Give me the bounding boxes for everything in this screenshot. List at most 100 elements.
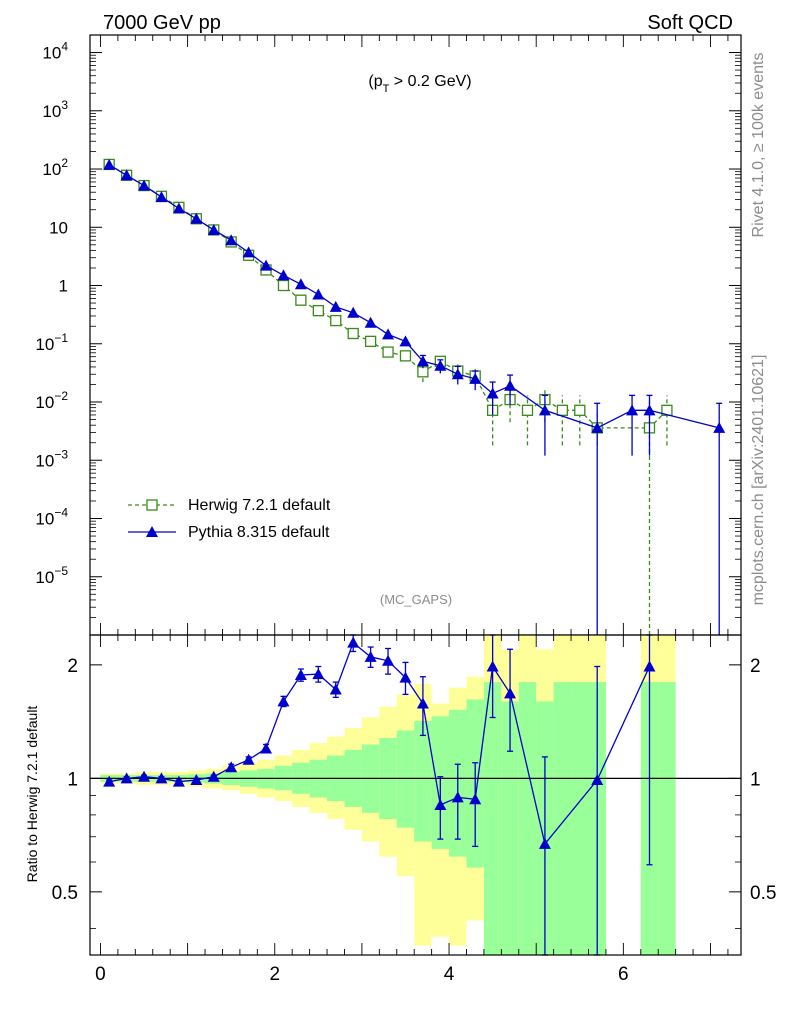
pythia-point xyxy=(103,158,116,170)
ratio-frame xyxy=(89,634,742,956)
ratio-band-inner xyxy=(518,682,537,955)
herwig-point xyxy=(295,294,307,306)
x-tick-label: 6 xyxy=(618,964,629,985)
ratio-pythia-point xyxy=(469,793,482,805)
ratio-y-tick-label-left: 2 xyxy=(67,656,78,677)
pythia-point xyxy=(469,372,482,384)
ratio-pythia-point xyxy=(486,660,499,672)
herwig-point xyxy=(312,305,324,317)
x-tick-label: 0 xyxy=(95,964,106,985)
ratio-band-inner xyxy=(483,682,502,955)
pythia-point xyxy=(138,179,151,191)
herwig-point xyxy=(556,404,568,416)
ratio-plot: 0.5 0.5 1 1 2 2 0 2 4 6 Ratio to Herwig 7.2.1 def… xyxy=(24,634,776,985)
ratio-y-tick-label-right: 2 xyxy=(750,656,761,677)
ratio-pythia-point xyxy=(399,671,412,683)
ratio-pythia-point xyxy=(103,775,116,787)
ratio-pythia-point xyxy=(138,770,151,782)
ratio-band-inner xyxy=(396,730,415,828)
ratio-pythia-point xyxy=(504,687,517,699)
herwig-point xyxy=(399,350,412,362)
side-label-bottom: mcplots.cern.ch [arXiv:2401.10621] xyxy=(750,355,767,606)
side-label-top: Rivet 4.1.0, ≥ 100k events xyxy=(750,53,767,238)
herwig-point xyxy=(521,404,534,416)
ratio-pythia-point xyxy=(120,772,133,784)
pythia-point xyxy=(434,359,447,371)
ratio-y-tick-label-left: 1 xyxy=(67,769,78,790)
ratio-pythia-point xyxy=(434,798,447,810)
pythia-point xyxy=(155,191,168,203)
pythia-point xyxy=(504,379,517,391)
ratio-band-inner xyxy=(553,682,572,955)
herwig-point xyxy=(574,404,586,416)
cut-annotation: (pT > 0.2 GeV) xyxy=(368,73,471,95)
ratio-pythia-point xyxy=(190,773,203,785)
pythia-point xyxy=(416,355,429,367)
legend-pythia-marker xyxy=(146,526,158,537)
ratio-band-inner xyxy=(571,682,589,955)
pythia-point xyxy=(451,368,464,380)
ratio-band-inner xyxy=(658,682,676,955)
legend-herwig-label: Herwig 7.2.1 default xyxy=(188,497,331,514)
ratio-band-inner xyxy=(414,720,432,842)
pythia-point xyxy=(242,246,255,258)
main-y-tick-exponent: −5 xyxy=(54,564,68,578)
ratio-pythia-point xyxy=(347,636,360,648)
pythia-point xyxy=(538,404,551,416)
pythia-point xyxy=(294,278,307,290)
pythia-point xyxy=(260,259,273,271)
legend-herwig-marker xyxy=(146,499,158,511)
ratio-pythia-point xyxy=(172,775,185,787)
ratio-y-label: Ratio to Herwig 7.2.1 default xyxy=(24,706,40,883)
pythia-point xyxy=(399,335,412,347)
main-y-tick-exponent: 4 xyxy=(61,40,68,54)
main-y-tick-exponent: −3 xyxy=(54,447,68,461)
ratio-pythia-point xyxy=(364,650,377,662)
ratio-pythia-point xyxy=(277,695,290,707)
main-y-tick-exponent: −2 xyxy=(54,389,68,403)
ratio-y-tick-label-left: 0.5 xyxy=(52,883,78,904)
legend: Herwig 7.2.1 default Pythia 8.315 defaul… xyxy=(128,497,331,541)
pythia-point xyxy=(347,306,360,318)
x-tick-label: 4 xyxy=(444,964,455,985)
ratio-pythia-point xyxy=(242,753,255,765)
ratio-pythia-point xyxy=(591,773,604,785)
pythia-point xyxy=(591,421,604,433)
main-data-layer xyxy=(103,158,726,635)
pythia-point xyxy=(172,202,185,214)
right-title: Soft QCD xyxy=(647,12,733,34)
ratio-pythia-point xyxy=(225,761,238,773)
ratio-pythia-point xyxy=(294,668,307,680)
ratio-pythia-point xyxy=(643,660,656,672)
pythia-point xyxy=(225,234,238,246)
analysis-label: (MC_GAPS) xyxy=(380,592,452,607)
herwig-point xyxy=(417,366,429,378)
main-y-tick-label: 1 xyxy=(59,277,68,296)
ratio-pythia-point xyxy=(382,654,395,666)
ratio-pythia-point xyxy=(538,837,551,849)
pythia-point xyxy=(207,223,220,235)
x-tick-label: 2 xyxy=(269,964,280,985)
left-title: 7000 GeV pp xyxy=(103,12,221,34)
pythia-point xyxy=(713,421,726,433)
ratio-pythia-point xyxy=(312,668,325,680)
ratio-pythia-point xyxy=(451,791,464,803)
pythia-point xyxy=(190,212,203,224)
legend-pythia-label: Pythia 8.315 default xyxy=(188,524,330,541)
ratio-pythia-point xyxy=(260,742,273,754)
pythia-point xyxy=(277,269,290,281)
main-y-tick-exponent: −4 xyxy=(54,506,68,520)
ratio-axes: 0.5 0.5 1 1 2 2 0 2 4 6 xyxy=(52,635,776,985)
main-y-tick-exponent: 3 xyxy=(61,98,68,112)
ratio-y-tick-label-right: 1 xyxy=(750,769,761,790)
ratio-data-layer xyxy=(90,634,741,956)
pythia-point xyxy=(312,288,325,300)
ratio-pythia-point xyxy=(155,772,168,784)
pythia-point xyxy=(486,387,499,399)
pythia-point xyxy=(382,328,395,340)
pythia-point xyxy=(643,404,656,416)
ratio-pythia-point xyxy=(329,683,342,695)
ratio-band-inner xyxy=(501,701,519,955)
herwig-point xyxy=(277,279,290,292)
ratio-pythia-point xyxy=(207,770,220,782)
